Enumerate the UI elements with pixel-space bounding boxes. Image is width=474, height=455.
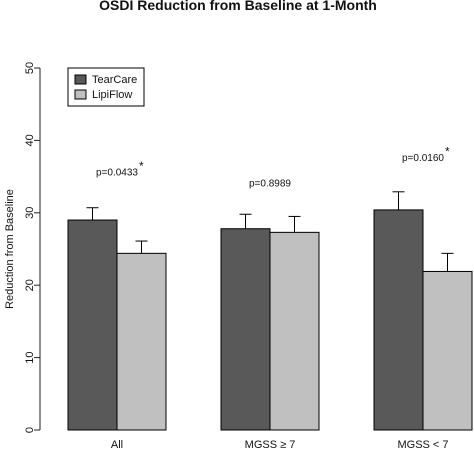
bar-tearcare <box>373 209 424 431</box>
legend-label: LipiFlow <box>92 89 132 101</box>
x-tick-label: All <box>111 439 123 451</box>
legend-swatch-lipiflow <box>74 89 87 100</box>
bar-tearcare <box>67 219 118 431</box>
bar-lipiflow <box>422 270 473 431</box>
plot-area: 0 10 20 30 40 50 Reduction from Baseline All MGS… <box>4 62 473 451</box>
y-tick-label: 40 <box>24 134 36 146</box>
p-value-label: p=0.0160 <box>402 153 444 164</box>
y-tick-label: 30 <box>24 207 36 219</box>
y-tick-label: 10 <box>24 351 36 363</box>
significance-star: * <box>445 145 450 159</box>
y-axis-title: Reduction from Baseline <box>4 189 16 309</box>
y-tick-label: 20 <box>24 279 36 291</box>
legend-box <box>67 67 145 107</box>
x-tick-label: MGSS < 7 <box>397 439 448 451</box>
bar-lipiflow <box>116 252 167 431</box>
y-tick-label: 50 <box>24 62 36 74</box>
p-value-label: p=0.0433 <box>96 168 138 179</box>
bar-lipiflow <box>269 231 320 431</box>
bar-tearcare <box>220 228 271 431</box>
p-value-label: p=0.8989 <box>249 178 291 189</box>
legend-label: TearCare <box>92 74 137 86</box>
legend-swatch-tearcare <box>74 74 87 85</box>
y-tick-label: 0 <box>24 427 36 433</box>
x-tick-label: MGSS ≥ 7 <box>245 439 296 451</box>
chart-title: OSDI Reduction from Baseline at 1-Month <box>99 0 377 13</box>
significance-star: * <box>139 159 144 173</box>
